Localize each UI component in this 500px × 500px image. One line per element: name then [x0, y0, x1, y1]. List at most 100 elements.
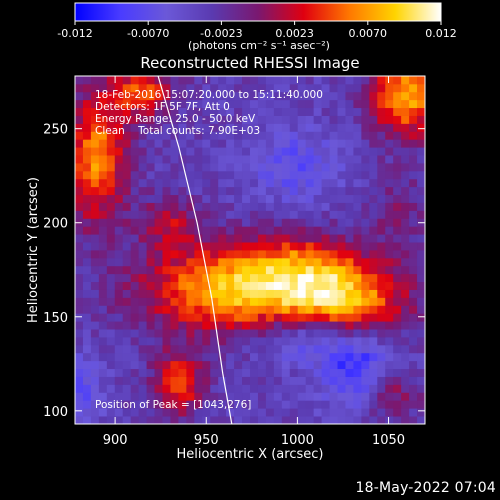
heatmap-cell	[250, 329, 259, 338]
annotation-energy-range: Energy Range: 25.0 - 50.0 keV	[95, 113, 256, 125]
heatmap-cell	[337, 155, 346, 164]
heatmap-cell	[170, 273, 179, 283]
heatmap-cell	[297, 265, 307, 275]
heatmap-cell	[138, 273, 147, 283]
heatmap-cell	[353, 408, 362, 417]
heatmap-cell	[162, 297, 171, 306]
heatmap-cell	[122, 281, 132, 290]
heatmap-cell	[154, 131, 163, 140]
heatmap-cell	[289, 155, 299, 164]
heatmap-cell	[257, 155, 267, 164]
heatmap-cell	[401, 123, 410, 132]
heatmap-cell	[202, 139, 211, 148]
heatmap-cell	[257, 265, 267, 275]
heatmap-cell	[202, 178, 211, 188]
heatmap-cell	[417, 352, 425, 362]
heatmap-cell	[130, 376, 140, 385]
heatmap-cell	[337, 83, 346, 93]
heatmap-cell	[75, 384, 84, 393]
heatmap-cell	[170, 194, 179, 203]
heatmap-cell	[393, 297, 402, 306]
heatmap-cell	[178, 91, 187, 101]
heatmap-cell	[194, 250, 203, 259]
heatmap-cell	[289, 321, 299, 330]
heatmap-cell	[218, 408, 227, 417]
heatmap-cell	[242, 337, 251, 346]
heatmap-cell	[385, 392, 394, 401]
heatmap-cell	[369, 115, 378, 124]
heatmap-cell	[353, 234, 362, 243]
heatmap-cell	[417, 313, 425, 322]
heatmap-cell	[401, 107, 410, 116]
heatmap-cell	[178, 242, 187, 251]
heatmap-cell	[106, 281, 116, 290]
heatmap-cell	[90, 210, 100, 219]
heatmap-cell	[242, 83, 251, 93]
heatmap-cell	[114, 384, 124, 393]
heatmap-cell	[409, 305, 418, 314]
heatmap-cell	[273, 329, 283, 338]
heatmap-cell	[369, 178, 378, 188]
heatmap-cell	[90, 170, 100, 180]
heatmap-cell	[170, 352, 179, 362]
heatmap-cell	[98, 91, 108, 101]
heatmap-cell	[281, 123, 291, 132]
heatmap-cell	[138, 155, 147, 164]
heatmap-cell	[289, 131, 299, 140]
heatmap-cell	[353, 83, 362, 93]
heatmap-cell	[154, 384, 163, 393]
heatmap-cell	[401, 416, 410, 424]
heatmap-cell	[337, 226, 346, 235]
heatmap-cell	[90, 329, 100, 338]
heatmap-cell	[281, 297, 291, 306]
heatmap-cell	[337, 392, 346, 401]
heatmap-cell	[353, 305, 362, 314]
heatmap-cell	[281, 265, 291, 275]
heatmap-cell	[138, 234, 147, 243]
heatmap-cell	[154, 368, 163, 377]
heatmap-cell	[393, 83, 402, 93]
heatmap-cell	[369, 83, 378, 93]
heatmap-cell	[106, 131, 116, 140]
heatmap-cell	[138, 376, 147, 385]
heatmap-cell	[170, 163, 179, 172]
heatmap-cell	[361, 194, 370, 203]
heatmap-cell	[122, 115, 132, 124]
heatmap-cell	[114, 83, 124, 93]
heatmap-cell	[313, 91, 322, 101]
heatmap-cell	[194, 376, 203, 385]
heatmap-cell	[393, 329, 402, 338]
heatmap-cell	[75, 305, 84, 314]
heatmap-cell	[281, 115, 291, 124]
heatmap-cell	[130, 273, 140, 283]
heatmap-cell	[154, 147, 163, 156]
heatmap-cell	[202, 360, 211, 370]
heatmap-cell	[106, 250, 116, 259]
heatmap-cell	[313, 416, 322, 424]
heatmap-cell	[265, 289, 275, 298]
heatmap-cell	[401, 131, 410, 140]
heatmap-cell	[242, 392, 251, 401]
heatmap-cell	[218, 392, 227, 401]
heatmap-cell	[154, 123, 163, 132]
heatmap-cell	[146, 281, 155, 290]
heatmap-cell	[90, 352, 100, 362]
heatmap-cell	[114, 250, 124, 259]
heatmap-cell	[194, 281, 203, 290]
heatmap-cell	[345, 186, 354, 196]
heatmap-cell	[130, 107, 140, 116]
heatmap-cell	[154, 376, 163, 385]
heatmap-cell	[138, 281, 147, 290]
heatmap-cell	[353, 155, 362, 164]
heatmap-cell	[210, 305, 219, 314]
heatmap-cell	[226, 281, 235, 290]
y-tick-label: 150	[43, 311, 68, 326]
heatmap-cell	[385, 265, 394, 275]
heatmap-cell	[138, 265, 147, 275]
heatmap-cell	[345, 416, 354, 424]
heatmap-cell	[218, 123, 227, 132]
heatmap-cell	[409, 194, 418, 203]
heatmap-cell	[369, 376, 378, 385]
heatmap-cell	[146, 76, 155, 85]
heatmap-cell	[257, 376, 267, 385]
